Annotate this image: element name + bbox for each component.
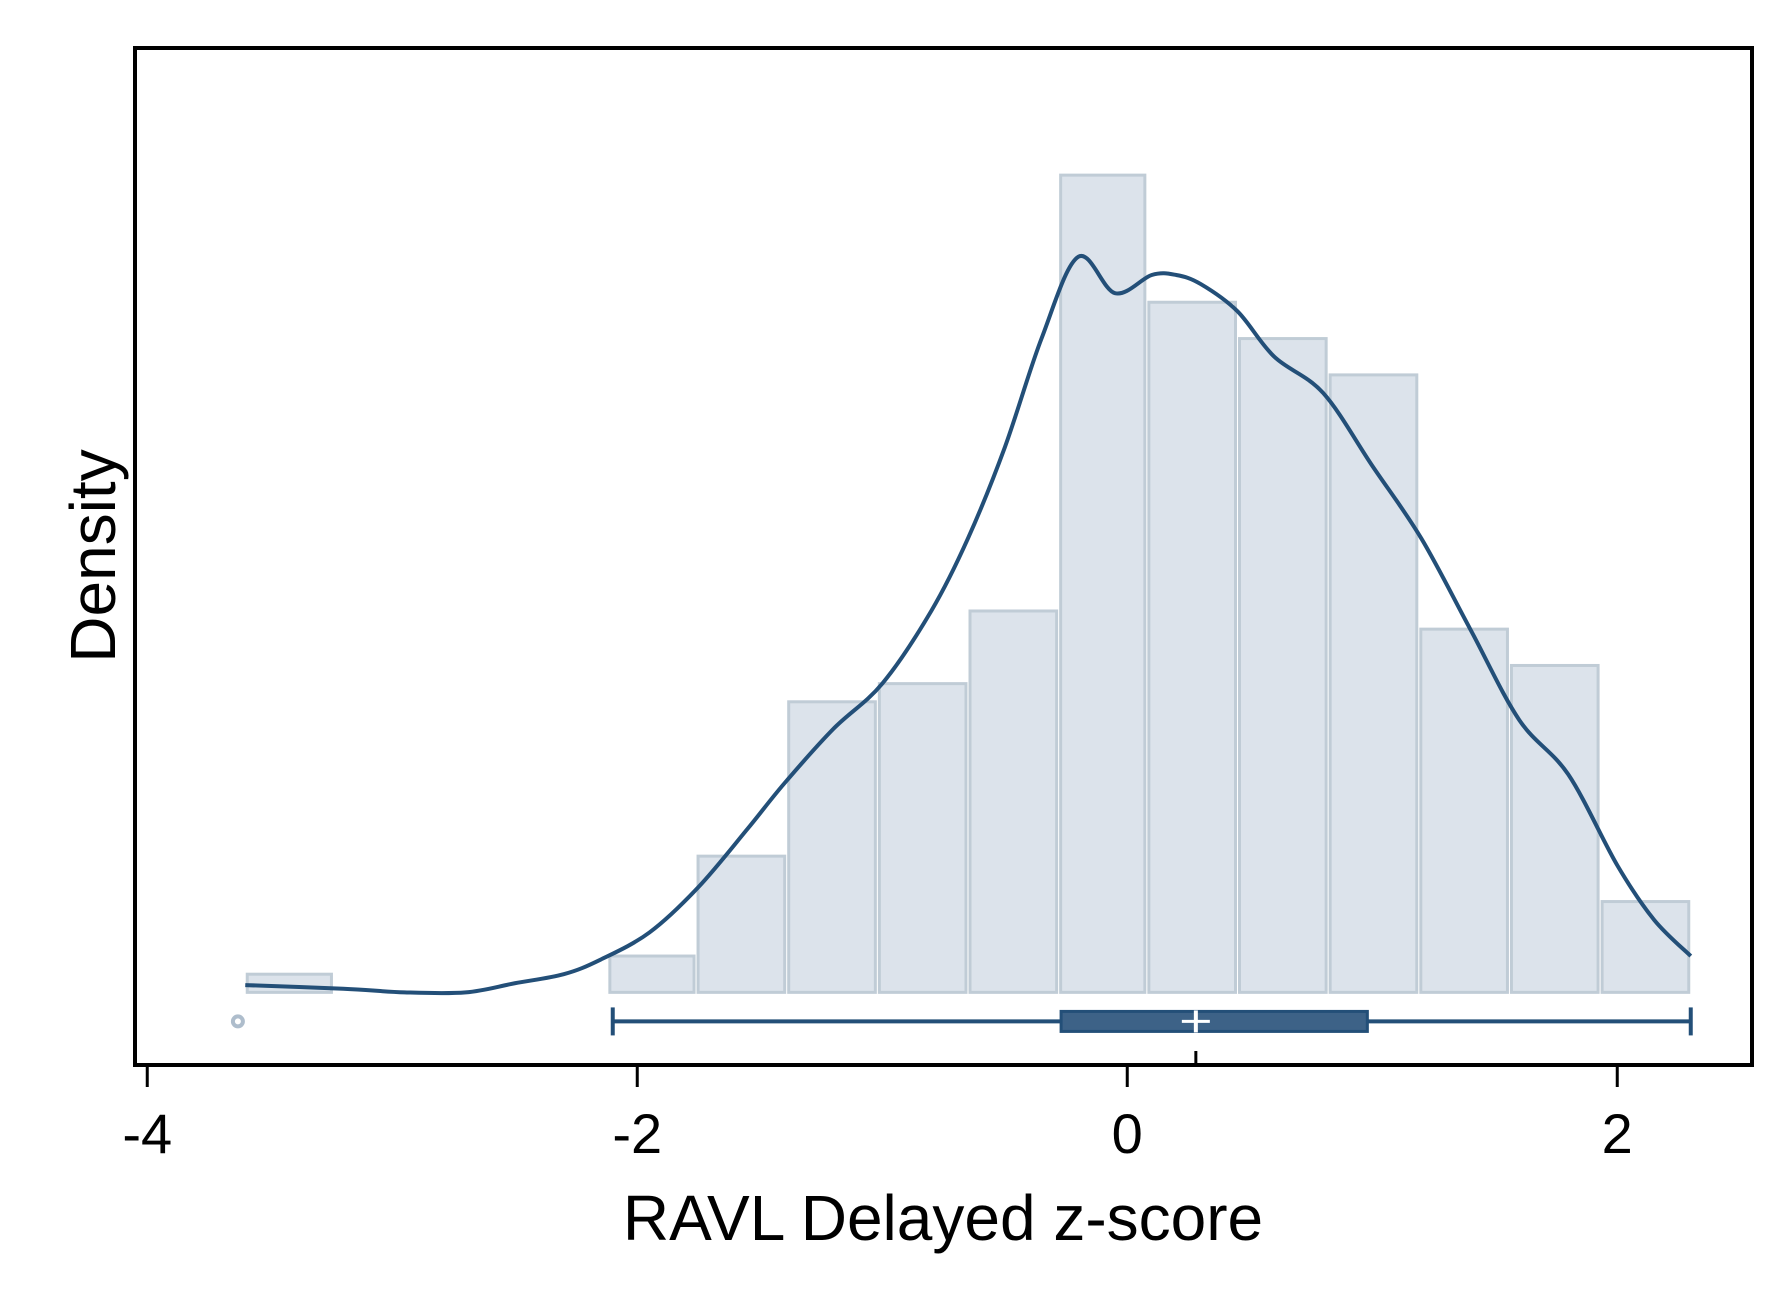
histogram-bar [1238,337,1328,994]
histogram-bar [968,609,1059,994]
histogram-bar [1328,373,1419,994]
histogram-bar [1600,900,1691,994]
x-axis-title: RAVL Delayed z-score [623,1182,1263,1254]
histogram-bar [1147,300,1237,994]
histogram-bar [877,682,968,994]
histogram-bars [245,173,1691,994]
boxplot [230,1007,1693,1065]
x-axis: -4 -2 0 2 [122,1065,1633,1165]
histogram-bar [1059,173,1147,994]
histogram-bar [608,954,696,994]
x-tick-label: -2 [612,1102,662,1165]
x-tick-label: -4 [122,1102,172,1165]
histogram-bar [787,700,877,994]
histogram-bar [696,854,787,994]
plot-frame [133,46,1754,1067]
boxplot-outlier [230,1014,245,1029]
x-tick-label: 0 [1112,1102,1143,1165]
y-axis-title: Density [57,449,129,662]
histogram-bar [1419,627,1509,994]
histogram-bar [1509,663,1600,994]
x-tick-label: 2 [1602,1102,1633,1165]
kde-curve [245,254,1693,996]
boxplot-box [1059,1009,1369,1033]
kde-line [245,254,1693,996]
